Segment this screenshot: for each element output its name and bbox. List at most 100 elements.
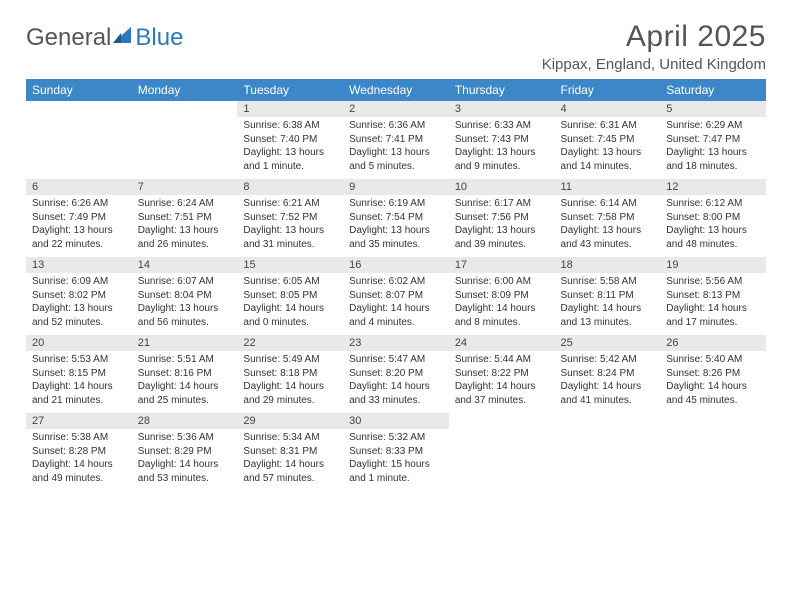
day-detail-cell: Sunrise: 6:38 AMSunset: 7:40 PMDaylight:…: [237, 117, 343, 179]
calendar-table: SundayMondayTuesdayWednesdayThursdayFrid…: [26, 79, 766, 491]
sunrise-text: Sunrise: 5:44 AM: [455, 354, 531, 365]
sunrise-text: Sunrise: 5:42 AM: [561, 354, 637, 365]
day-number-cell: 18: [555, 257, 661, 273]
sunset-text: Sunset: 8:15 PM: [32, 368, 106, 379]
day-number-cell: 25: [555, 335, 661, 351]
sunrise-text: Sunrise: 6:33 AM: [455, 120, 531, 131]
sunset-text: Sunset: 7:49 PM: [32, 212, 106, 223]
daylight-text: Daylight: 13 hours and 18 minutes.: [666, 147, 747, 172]
day-detail-row: Sunrise: 5:53 AMSunset: 8:15 PMDaylight:…: [26, 351, 766, 413]
day-number-cell: 17: [449, 257, 555, 273]
day-detail-cell: Sunrise: 5:40 AMSunset: 8:26 PMDaylight:…: [660, 351, 766, 413]
sunrise-text: Sunrise: 6:31 AM: [561, 120, 637, 131]
daylight-text: Daylight: 13 hours and 48 minutes.: [666, 225, 747, 250]
daylight-text: Daylight: 13 hours and 39 minutes.: [455, 225, 536, 250]
logo-sail-icon: [113, 24, 135, 52]
daylight-text: Daylight: 14 hours and 41 minutes.: [561, 381, 642, 406]
sunset-text: Sunset: 7:54 PM: [349, 212, 423, 223]
day-detail-cell: [26, 117, 132, 179]
daylight-text: Daylight: 13 hours and 1 minute.: [243, 147, 324, 172]
day-detail-cell: Sunrise: 5:38 AMSunset: 8:28 PMDaylight:…: [26, 429, 132, 491]
day-number-row: 27282930: [26, 413, 766, 429]
day-number-cell: 26: [660, 335, 766, 351]
sunrise-text: Sunrise: 5:38 AM: [32, 432, 108, 443]
day-detail-cell: Sunrise: 6:19 AM Sunset: 7:54 PM Daylight:…: [343, 195, 449, 257]
sunrise-text: Sunrise: 6:29 AM: [666, 120, 742, 131]
day-number-cell: 30: [343, 413, 449, 429]
day-detail-cell: Sunrise: 5:53 AMSunset: 8:15 PMDaylight:…: [26, 351, 132, 413]
sunrise-text: Sunrise: 5:49 AM: [243, 354, 319, 365]
day-detail-cell: Sunrise: 5:44 AMSunset: 8:22 PMDaylight:…: [449, 351, 555, 413]
day-number-cell: [555, 413, 661, 429]
location-text: Kippax, England, United Kingdom: [542, 56, 766, 73]
day-detail-cell: [449, 429, 555, 491]
sunrise-text: Sunrise: 6:19 AM: [349, 198, 425, 209]
sunset-text: Sunset: 8:04 PM: [138, 290, 212, 301]
day-detail-cell: Sunrise: 6:14 AMSunset: 7:58 PMDaylight:…: [555, 195, 661, 257]
day-detail-cell: Sunrise: 6:26 AMSunset: 7:49 PMDaylight:…: [26, 195, 132, 257]
sunset-text: Sunset: 8:28 PM: [32, 446, 106, 457]
day-number-cell: [449, 413, 555, 429]
daylight-text: Daylight: 14 hours and 33 minutes.: [349, 381, 430, 406]
sunset-text: Sunset: 7:45 PM: [561, 134, 635, 145]
daylight-text: Daylight: 14 hours and 4 minutes.: [349, 303, 430, 328]
day-header: Thursday: [449, 79, 555, 101]
sunrise-text: Sunrise: 6:00 AM: [455, 276, 531, 287]
daylight-text: Daylight: 14 hours and 17 minutes.: [666, 303, 747, 328]
daylight-text: Daylight: 13 hours and 26 minutes.: [138, 225, 219, 250]
day-detail-cell: [132, 117, 238, 179]
sunset-text: Sunset: 7:58 PM: [561, 212, 635, 223]
day-number-cell: 12: [660, 179, 766, 195]
brand-part1: General: [26, 24, 111, 52]
day-detail-cell: Sunrise: 5:58 AMSunset: 8:11 PMDaylight:…: [555, 273, 661, 335]
day-number-cell: 20: [26, 335, 132, 351]
day-number-row: 13141516171819: [26, 257, 766, 273]
day-number-cell: 19: [660, 257, 766, 273]
day-header: Friday: [555, 79, 661, 101]
day-number-row: 12345: [26, 101, 766, 117]
sunrise-text: Sunrise: 6:38 AM: [243, 120, 319, 131]
day-number-cell: 6: [26, 179, 132, 195]
brand-logo: General Blue: [26, 20, 183, 52]
sunset-text: Sunset: 7:47 PM: [666, 134, 740, 145]
sunrise-text: Sunrise: 6:02 AM: [349, 276, 425, 287]
sunset-text: Sunset: 7:43 PM: [455, 134, 529, 145]
sunrise-text: Sunrise: 6:21 AM: [243, 198, 319, 209]
sunrise-text: Sunrise: 6:26 AM: [32, 198, 108, 209]
daylight-text: Daylight: 13 hours and 35 minutes.: [349, 225, 430, 250]
daylight-text: Daylight: 14 hours and 0 minutes.: [243, 303, 324, 328]
day-number-cell: 16: [343, 257, 449, 273]
sunset-text: Sunset: 8:05 PM: [243, 290, 317, 301]
sunset-text: Sunset: 8:02 PM: [32, 290, 106, 301]
title-block: April 2025 Kippax, England, United Kingd…: [542, 20, 766, 73]
daylight-text: Daylight: 14 hours and 13 minutes.: [561, 303, 642, 328]
day-number-cell: 3: [449, 101, 555, 117]
day-number-cell: 14: [132, 257, 238, 273]
day-detail-cell: [660, 429, 766, 491]
daylight-text: Daylight: 13 hours and 14 minutes.: [561, 147, 642, 172]
day-number-cell: 1: [237, 101, 343, 117]
day-number-cell: 24: [449, 335, 555, 351]
day-detail-cell: Sunrise: 6:21 AMSunset: 7:52 PMDaylight:…: [237, 195, 343, 257]
day-header: Saturday: [660, 79, 766, 101]
day-number-cell: 13: [26, 257, 132, 273]
day-detail-cell: Sunrise: 5:47 AMSunset: 8:20 PMDaylight:…: [343, 351, 449, 413]
daylight-text: Daylight: 14 hours and 29 minutes.: [243, 381, 324, 406]
month-title: April 2025: [542, 20, 766, 54]
day-detail-cell: Sunrise: 5:51 AMSunset: 8:16 PMDaylight:…: [132, 351, 238, 413]
sunset-text: Sunset: 7:52 PM: [243, 212, 317, 223]
sunrise-text: Sunrise: 6:09 AM: [32, 276, 108, 287]
sunset-text: Sunset: 8:18 PM: [243, 368, 317, 379]
day-number-cell: 28: [132, 413, 238, 429]
sunset-text: Sunset: 8:26 PM: [666, 368, 740, 379]
day-detail-cell: Sunrise: 6:36 AMSunset: 7:41 PMDaylight:…: [343, 117, 449, 179]
daylight-text: Daylight: 14 hours and 8 minutes.: [455, 303, 536, 328]
sunrise-text: Sunrise: 5:40 AM: [666, 354, 742, 365]
sunrise-text: Sunrise: 6:24 AM: [138, 198, 214, 209]
sunset-text: Sunset: 7:56 PM: [455, 212, 529, 223]
sunset-text: Sunset: 8:16 PM: [138, 368, 212, 379]
day-detail-row: Sunrise: 6:09 AM Sunset: 8:02 PM Daylight:…: [26, 273, 766, 335]
day-detail-cell: Sunrise: 6:24 AMSunset: 7:51 PMDaylight:…: [132, 195, 238, 257]
sunset-text: Sunset: 8:13 PM: [666, 290, 740, 301]
sunrise-text: Sunrise: 5:58 AM: [561, 276, 637, 287]
